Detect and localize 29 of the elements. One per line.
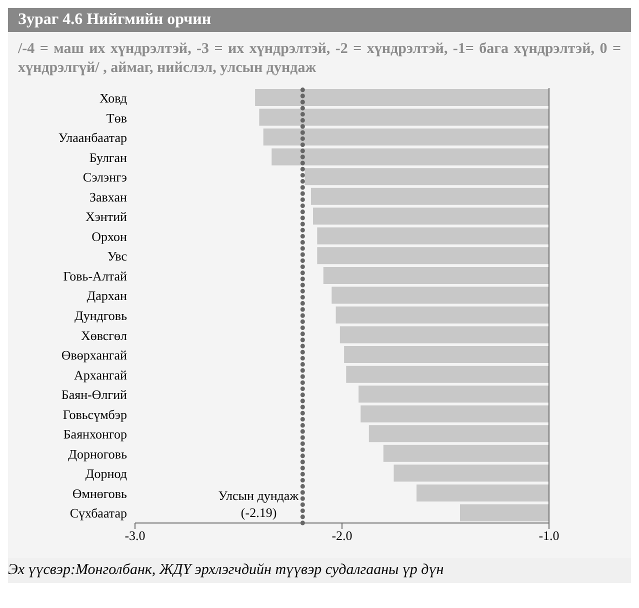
y-tick-label: Улаанбаатар (58, 130, 127, 146)
y-tick-label: Өмнөговь (72, 486, 128, 501)
y-tick-label: Дархан (86, 288, 128, 304)
ref-line-label: Улсын дундаж (-2.19) (218, 488, 300, 520)
y-tick-label: Орхон (92, 228, 128, 244)
x-tick-label: -2.0 (332, 528, 352, 544)
y-tick-label: Булган (89, 150, 128, 165)
y-tick-label: Дорноговь (68, 446, 128, 462)
y-tick-label: Архангай (74, 367, 128, 382)
chart-title: Зураг 4.6 Нийгмийн орчин (8, 8, 631, 32)
x-tick-label: -3.0 (124, 528, 146, 544)
y-tick-label: Баянхонгор (63, 426, 127, 442)
y-tick-label: Хөвсгөл (80, 328, 128, 343)
y-tick-label: Завхан (90, 189, 128, 204)
y-tick-label: Дорнод (85, 466, 128, 482)
y-tick-label: Говьсүмбэр (62, 406, 127, 422)
y-tick-label: Баян-Өлгий (61, 387, 128, 402)
chart-subtitle: /-4 = маш их хүндрэлтэй, -3 = их хүндрэлтэй, -2 = хүндрэлтэй, -1= бага хүндрэлтэй, 0 = хүндрэлгүй/ , аймаг, нийслэл, улсын дундаж (17, 40, 622, 78)
y-tick-label: Төв (106, 110, 127, 126)
y-tick-label: Дундговь (74, 308, 128, 323)
y-tick-label: Сэлэнгэ (82, 170, 128, 185)
text: Эх үүсвэр:Монголбанк, ЖДҮ эрхлэгчдийн түүвэр судалгааны үр дүн (8, 558, 631, 583)
y-tick-label: Ховд (100, 90, 128, 106)
y-tick-label: Хэнтий (85, 209, 128, 224)
y-tick-label: Увс (107, 248, 128, 264)
x-tick-label: -1.0 (538, 528, 560, 544)
y-tick-label: Өвөрхангай (61, 348, 128, 363)
y-tick-label: Сүхбаатар (70, 506, 127, 521)
y-tick-label: Говь-Алтай (63, 268, 128, 284)
